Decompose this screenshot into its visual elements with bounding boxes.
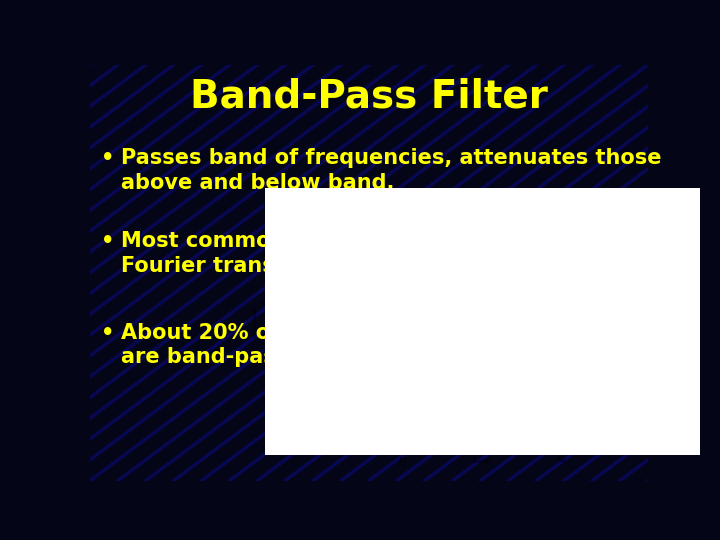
Text: Passes band of frequencies, attenuates those
above and below band.: Passes band of frequencies, attenuates t… xyxy=(121,148,661,193)
Text: Frequency Response Curve: Frequency Response Curve xyxy=(302,427,642,447)
Text: •: • xyxy=(101,322,114,342)
Text: stop
band$_L$: stop band$_L$ xyxy=(307,311,333,334)
Text: Band-Pass Filter: Band-Pass Filter xyxy=(190,77,548,115)
Text: About 20% of filters used in computer music
are band-pass.: About 20% of filters used in computer mu… xyxy=(121,322,646,367)
Text: Most common in implementations of discrete
Fourier transform to separate out har: Most common in implementations of discre… xyxy=(121,231,657,276)
Y-axis label: amplitude: amplitude xyxy=(253,305,258,338)
Text: stop
band$_H$: stop band$_H$ xyxy=(631,311,659,334)
Text: center
frequency: center frequency xyxy=(461,345,504,363)
Text: •: • xyxy=(101,231,114,251)
Text: ← pass band →: ← pass band → xyxy=(451,260,513,269)
Text: ← bandwidth →: ← bandwidth → xyxy=(451,306,514,315)
Text: •: • xyxy=(101,148,114,168)
